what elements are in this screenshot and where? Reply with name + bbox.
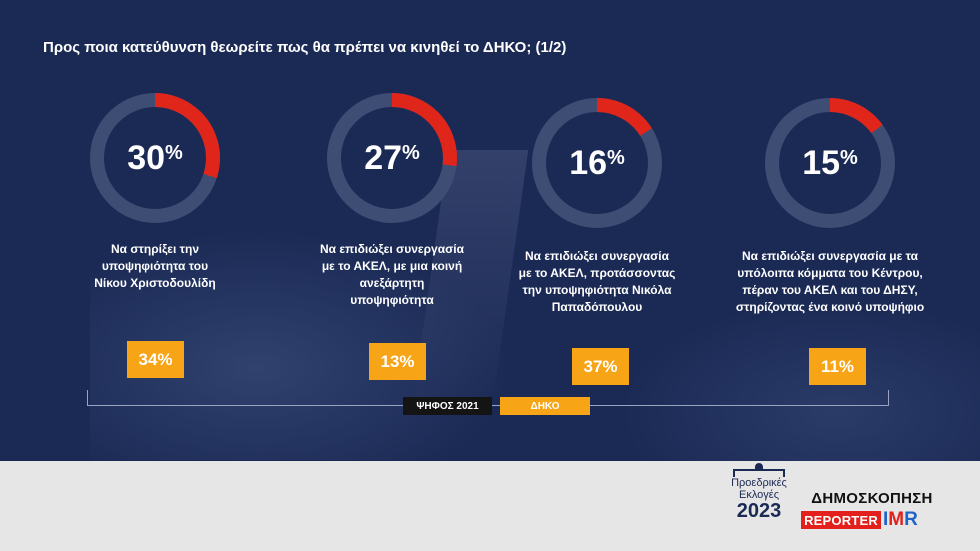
reporter-logo: REPORTER — [801, 511, 881, 529]
option-label-line: Να στηρίξει την — [110, 242, 200, 256]
donut-value-percent: % — [402, 141, 420, 164]
option-label-line: την υποψηφιότητα Νικόλα — [522, 283, 672, 297]
main-panel: Προς ποια κατεύθυνση θεωρείτε πως θα πρέ… — [0, 0, 980, 461]
donut-svg — [765, 98, 895, 228]
background-photo-area — [620, 300, 980, 461]
donut-chart: 15% — [755, 88, 905, 238]
poll-title: ΔΗΜΟΣΚΟΠΗΣΗ — [811, 490, 933, 507]
option-label: Να στηρίξει την υποψηφιότητα του Νίκου Χρι… — [60, 241, 250, 292]
option-label-line: υποψηφιότητα — [350, 293, 434, 307]
donut-svg — [532, 98, 662, 228]
donut-svg — [327, 93, 457, 223]
option-label-line: με το ΑΚΕΛ, με μια κοινή — [321, 259, 463, 273]
donut-value: 27% — [317, 83, 467, 233]
option-label: Να επιδιώξει συνεργασία με τα υπόλοιπα κό… — [715, 248, 945, 316]
donut-chart: 30% — [80, 83, 230, 233]
party-value-badge: 11% — [809, 348, 866, 385]
donut-slice — [90, 93, 220, 223]
imr-logo: IMR — [883, 509, 918, 531]
donut-value-number: 27 — [364, 138, 403, 177]
donut-slice — [327, 93, 457, 223]
ballot-box-icon — [733, 463, 785, 477]
legend-party: ΔΗΚΟ — [500, 397, 590, 415]
option-label-line: στηρίζοντας ένα κοινό υποψήφιο — [735, 300, 925, 314]
donut-value-percent: % — [607, 146, 625, 169]
party-value-badge: 37% — [572, 348, 629, 385]
option-label-line: ανεξάρτητη — [359, 276, 425, 290]
elections-2023-logo: Προεδρικές Εκλογές 2023 — [726, 463, 792, 539]
donut-svg — [90, 93, 220, 223]
donut-value-percent: % — [840, 146, 858, 169]
donut-chart: 16% — [522, 88, 672, 238]
party-value-badge: 34% — [127, 341, 184, 378]
donut-slice — [765, 98, 895, 228]
donut-value-number: 15 — [802, 143, 841, 182]
option-label-line: Να επιδιώξει συνεργασία με τα — [741, 249, 919, 263]
option-label-line: Να επιδιώξει συνεργασία — [524, 249, 669, 263]
option-label-line: Παπαδόπουλου — [551, 300, 643, 314]
chart-title: Προς ποια κατεύθυνση θεωρείτε πως θα πρέ… — [43, 39, 567, 56]
donut-value-percent: % — [165, 141, 183, 164]
donut-slice — [532, 98, 662, 228]
option-label-line: υποψηφιότητα του — [101, 259, 209, 273]
donut-value-number: 16 — [569, 143, 608, 182]
option-label: Να επιδιώξει συνεργασία με το ΑΚΕΛ, με μι… — [292, 241, 492, 309]
legend-vote-2021: ΨΗΦΟΣ 2021 — [403, 397, 492, 415]
elections-logo-line2: Εκλογές — [739, 489, 779, 501]
option-label-line: Να επιδιώξει συνεργασία — [319, 242, 464, 256]
donut-chart: 27% — [317, 83, 467, 233]
option-label: Να επιδιώξει συνεργασία με το ΑΚΕΛ, προτά… — [497, 248, 697, 316]
elections-logo-line1: Προεδρικές — [731, 477, 787, 489]
donut-value-number: 30 — [127, 138, 166, 177]
donut-value: 16% — [522, 88, 672, 238]
option-label-line: με το ΑΚΕΛ, προτάσσοντας — [518, 266, 676, 280]
donut-value: 15% — [755, 88, 905, 238]
imr-logo-i: I — [883, 509, 889, 530]
imr-logo-m: M — [888, 509, 905, 530]
option-label-line: πέραν του ΑΚΕΛ και του ΔΗΣΥ, — [742, 283, 918, 297]
imr-logo-r: R — [904, 509, 918, 530]
option-label-line: Νίκου Χριστοδουλίδη — [94, 276, 216, 290]
donut-value: 30% — [80, 83, 230, 233]
option-label-line: υπόλοιπα κόμματα του Κέντρου, — [737, 266, 923, 280]
party-value-badge: 13% — [369, 343, 426, 380]
elections-logo-year: 2023 — [736, 500, 782, 522]
